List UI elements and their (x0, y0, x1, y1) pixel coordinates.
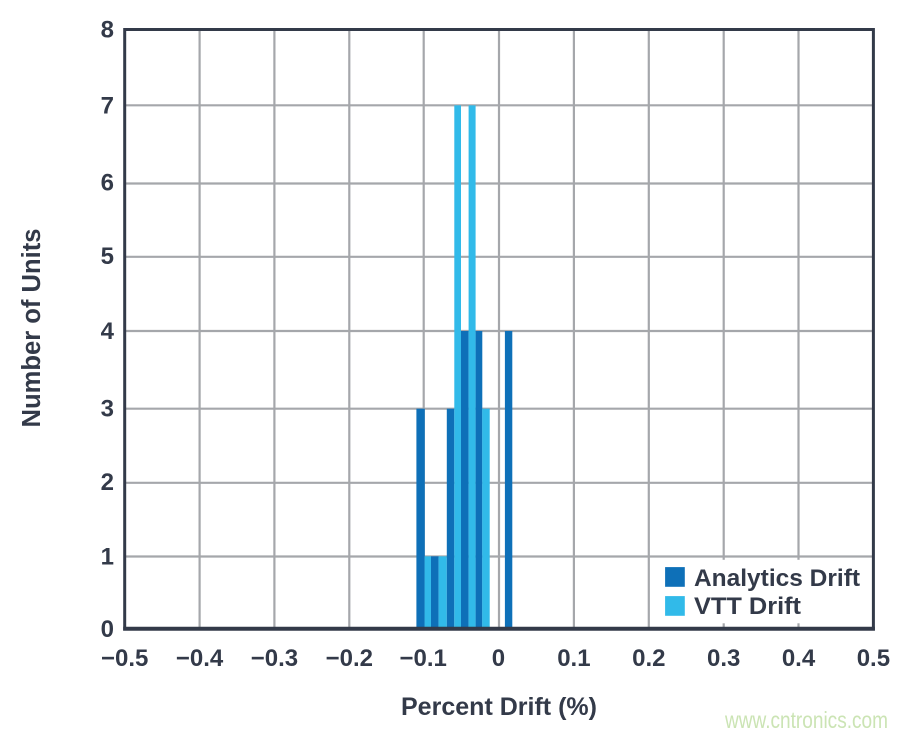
svg-text:Percent Drift (%): Percent Drift (%) (401, 693, 597, 721)
svg-text:1: 1 (101, 543, 114, 570)
svg-text:0.5: 0.5 (857, 645, 890, 672)
svg-text:0: 0 (492, 645, 505, 672)
svg-text:0.1: 0.1 (557, 645, 590, 672)
svg-text:−0.3: −0.3 (251, 645, 298, 672)
svg-text:8: 8 (101, 17, 114, 44)
svg-text:VTT Drift: VTT Drift (694, 593, 801, 620)
svg-text:4: 4 (101, 318, 115, 345)
svg-text:6: 6 (101, 170, 114, 197)
svg-text:Analytics Drift: Analytics Drift (694, 565, 860, 592)
svg-text:Number of Units: Number of Units (18, 229, 46, 428)
svg-text:−0.5: −0.5 (101, 645, 148, 672)
svg-text:0: 0 (101, 616, 114, 643)
svg-text:www.cntronics.com: www.cntronics.com (724, 707, 888, 733)
svg-text:−0.2: −0.2 (326, 645, 373, 672)
svg-text:0.3: 0.3 (707, 645, 740, 672)
svg-text:7: 7 (101, 93, 114, 120)
svg-text:0.2: 0.2 (632, 645, 665, 672)
svg-text:−0.4: −0.4 (176, 645, 224, 672)
svg-text:−0.1: −0.1 (400, 645, 447, 672)
svg-text:5: 5 (101, 243, 114, 270)
svg-text:3: 3 (101, 395, 114, 422)
svg-text:0.4: 0.4 (782, 645, 816, 672)
svg-text:2: 2 (101, 469, 114, 496)
